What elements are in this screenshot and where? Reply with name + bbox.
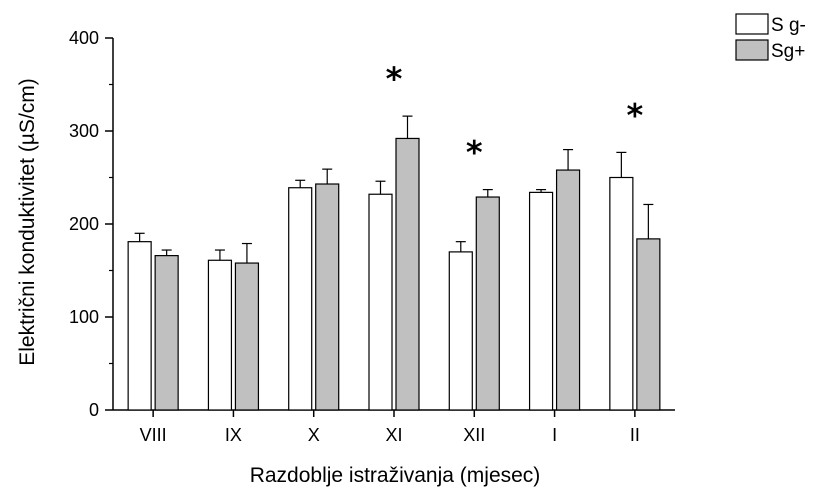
y-tick-label: 400 bbox=[69, 28, 99, 48]
x-tick-label: XII bbox=[463, 425, 485, 445]
bar bbox=[557, 170, 580, 410]
y-tick-label: 0 bbox=[89, 400, 99, 420]
bar bbox=[128, 242, 151, 410]
legend: S g- Sg+ bbox=[736, 14, 806, 62]
x-axis: VIII IX X XI XII I II bbox=[113, 410, 675, 445]
legend-swatch bbox=[736, 14, 768, 34]
y-tick-label: 200 bbox=[69, 214, 99, 234]
bar bbox=[155, 256, 178, 410]
x-axis-label: Razdoblje istraživanja (mjesec) bbox=[250, 464, 541, 487]
x-tick-label: XI bbox=[385, 425, 402, 445]
bars bbox=[128, 116, 660, 410]
y-tick-label: 100 bbox=[69, 307, 99, 327]
y-tick-label: 300 bbox=[69, 121, 99, 141]
bar bbox=[530, 192, 553, 410]
legend-swatch bbox=[736, 40, 768, 60]
bar bbox=[476, 197, 499, 410]
bar bbox=[316, 184, 339, 410]
y-axis-label: Električni konduktivitet (µS/cm) bbox=[16, 78, 39, 366]
x-tick-label: X bbox=[308, 425, 320, 445]
x-tick-label: VIII bbox=[140, 425, 167, 445]
x-tick-label: IX bbox=[225, 425, 242, 445]
bar bbox=[235, 263, 258, 410]
x-tick-label: II bbox=[630, 425, 640, 445]
y-axis: 0 100 200 300 400 bbox=[69, 28, 113, 420]
x-tick-label: I bbox=[552, 425, 557, 445]
bar bbox=[369, 194, 392, 410]
significance-star: * bbox=[466, 134, 483, 172]
bar bbox=[637, 239, 660, 410]
significance-star: * bbox=[626, 96, 643, 134]
legend-label: Sg+ bbox=[771, 41, 805, 62]
bar bbox=[289, 188, 312, 410]
bar bbox=[449, 252, 472, 410]
bar bbox=[396, 138, 419, 410]
bar bbox=[208, 260, 231, 410]
legend-label: S g- bbox=[771, 15, 806, 36]
significance-marks: * * * bbox=[386, 60, 644, 171]
bar bbox=[610, 178, 633, 411]
significance-star: * bbox=[386, 60, 403, 98]
